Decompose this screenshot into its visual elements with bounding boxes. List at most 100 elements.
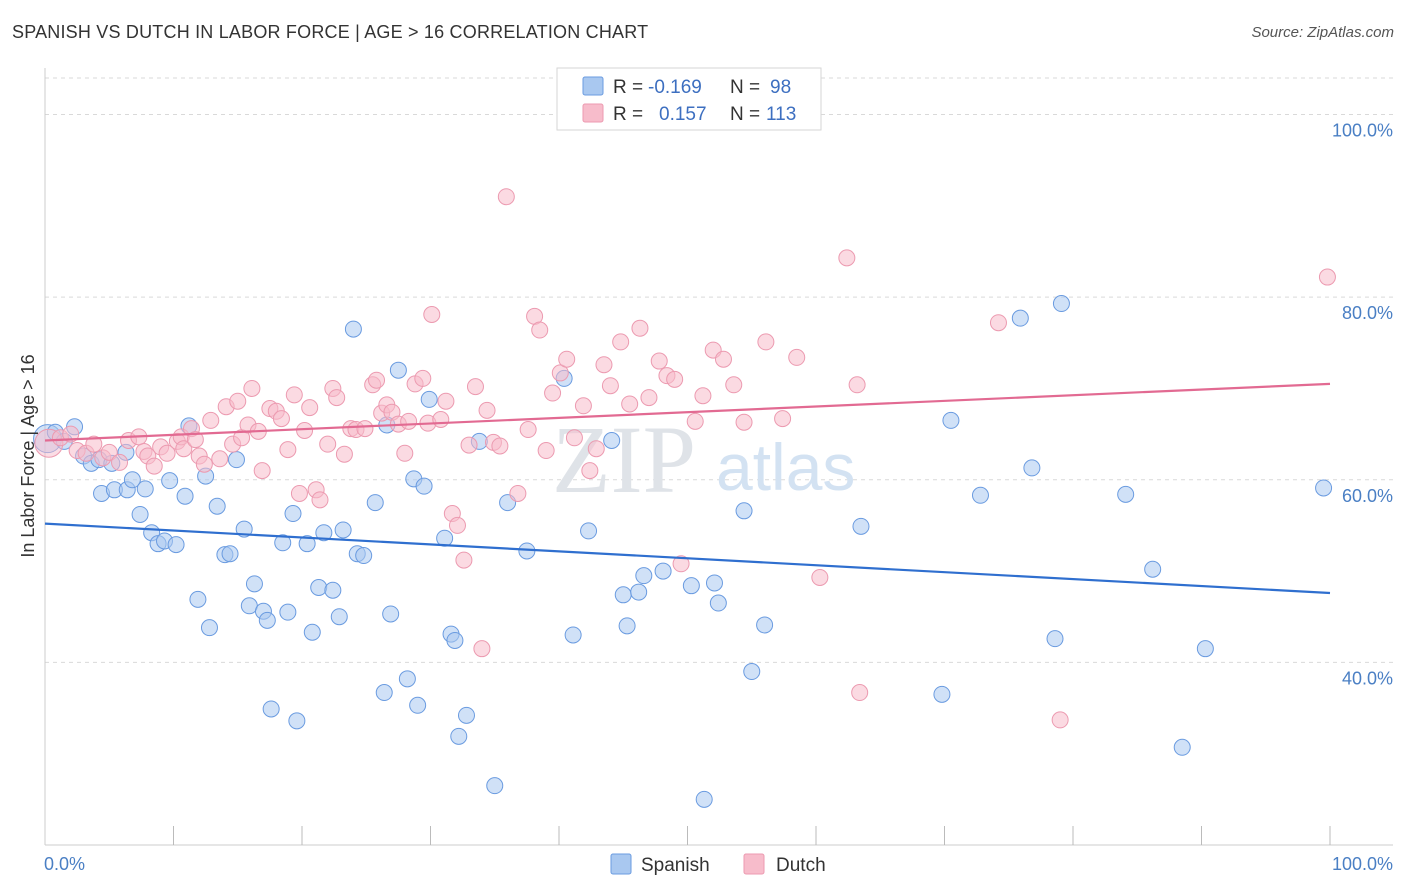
legend-r-value-spanish: -0.169: [648, 77, 702, 98]
point-spanish: [618, 617, 636, 635]
point-dutch: [587, 440, 605, 458]
point-dutch: [335, 445, 353, 463]
point-dutch: [574, 397, 592, 415]
point-spanish: [942, 411, 960, 429]
point-spanish: [315, 524, 333, 542]
bottom-legend-label-dutch: Dutch: [776, 855, 826, 876]
point-dutch: [328, 389, 346, 407]
legend-n-value-dutch: 113: [766, 104, 796, 125]
point-dutch: [158, 444, 176, 462]
point-dutch: [848, 376, 866, 394]
legend-r-value-dutch: 0.157: [659, 104, 707, 125]
point-dutch: [558, 350, 576, 368]
point-spanish: [630, 583, 648, 601]
chart-source: Source: ZipAtlas.com: [1251, 24, 1394, 41]
point-dutch: [537, 442, 555, 460]
point-dutch: [788, 348, 806, 366]
bottom-legend-swatch-dutch: [743, 853, 765, 875]
point-spanish: [603, 431, 621, 449]
point-spanish: [262, 700, 280, 718]
point-dutch: [1051, 711, 1069, 729]
trend-line-spanish: [44, 522, 1331, 595]
point-spanish: [284, 505, 302, 523]
points-layer: [33, 188, 1336, 808]
point-spanish: [334, 521, 352, 539]
point-spanish: [123, 471, 141, 489]
point-dutch: [565, 429, 583, 447]
point-dutch: [296, 421, 314, 439]
point-dutch: [631, 319, 649, 337]
point-dutch: [186, 431, 204, 449]
point-dutch: [437, 392, 455, 410]
point-dutch: [396, 444, 414, 462]
watermark: ZIP atlas: [552, 406, 855, 513]
point-spanish: [743, 663, 761, 681]
point-spanish: [176, 487, 194, 505]
point-dutch: [229, 392, 247, 410]
point-dutch: [531, 321, 549, 339]
legend-n-value-spanish: 98: [770, 77, 791, 98]
y-tick-label: 40.0%: [1342, 668, 1393, 688]
point-spanish: [167, 536, 185, 554]
point-dutch: [460, 436, 478, 454]
point-spanish: [161, 472, 179, 490]
point-dutch: [491, 437, 509, 455]
point-dutch: [473, 640, 491, 658]
point-dutch: [989, 314, 1007, 332]
x-tick-label-end: 100.0%: [1332, 854, 1393, 874]
point-spanish: [1196, 640, 1214, 658]
legend-r-label-spanish: R =: [613, 77, 643, 98]
x-tick-label-start: 0.0%: [44, 854, 85, 874]
point-dutch: [195, 455, 213, 473]
point-spanish: [735, 502, 753, 520]
grid-layer: [45, 77, 1393, 663]
watermark-zip: ZIP: [552, 406, 696, 513]
point-spanish: [1011, 309, 1029, 327]
point-dutch: [111, 453, 129, 471]
point-spanish: [330, 608, 348, 626]
point-dutch: [279, 441, 297, 459]
point-spanish: [324, 581, 342, 599]
point-spanish: [240, 597, 258, 615]
trend-layer: [44, 382, 1331, 595]
point-dutch: [356, 420, 374, 438]
point-spanish: [200, 619, 218, 637]
point-dutch: [551, 364, 569, 382]
point-dutch: [414, 369, 432, 387]
point-dutch: [595, 356, 613, 374]
point-dutch: [400, 412, 418, 430]
trend-line-dutch: [44, 382, 1331, 442]
point-dutch: [368, 371, 386, 389]
bottom-legend-swatch-spanish: [610, 853, 632, 875]
bottom-legend-label-spanish: Spanish: [641, 855, 710, 876]
point-spanish: [245, 575, 263, 593]
point-spanish: [971, 486, 989, 504]
point-spanish: [409, 696, 427, 714]
point-spanish: [580, 522, 598, 540]
axes-layer: 40.0% 60.0% 80.0% 100.0% 0.0% 100.0%: [44, 68, 1393, 874]
point-dutch: [301, 399, 319, 417]
point-dutch: [175, 440, 193, 458]
y-tick-label: 80.0%: [1342, 303, 1393, 323]
point-dutch: [272, 410, 290, 428]
point-spanish: [635, 567, 653, 585]
chart-title: SPANISH VS DUTCH IN LABOR FORCE | AGE > …: [12, 22, 649, 42]
point-dutch: [714, 350, 732, 368]
point-dutch: [1318, 268, 1336, 286]
point-dutch: [544, 384, 562, 402]
point-spanish: [682, 577, 700, 595]
point-spanish: [654, 562, 672, 580]
point-dutch: [85, 435, 103, 453]
point-spanish: [705, 574, 723, 592]
legend-box: R = -0.169 N = 98 R = 0.157 N = 113: [556, 67, 822, 131]
y-tick-label: 100.0%: [1332, 121, 1393, 141]
point-dutch: [811, 568, 829, 586]
point-spanish: [446, 631, 464, 649]
point-spanish: [382, 605, 400, 623]
point-spanish: [1023, 459, 1041, 477]
point-spanish: [208, 497, 226, 515]
point-dutch: [478, 401, 496, 419]
point-dutch: [290, 484, 308, 502]
point-spanish: [355, 547, 373, 565]
